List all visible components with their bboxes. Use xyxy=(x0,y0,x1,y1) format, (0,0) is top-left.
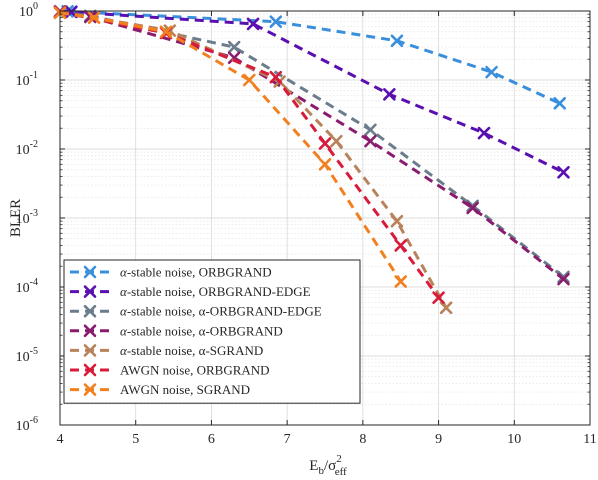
legend-marker xyxy=(83,265,97,279)
data-point-marker xyxy=(330,134,343,148)
legend-marker xyxy=(83,285,97,298)
data-point-marker xyxy=(557,270,570,284)
data-point-marker xyxy=(269,70,283,84)
y-tick-label: 10-1 xyxy=(16,70,38,89)
y-tick-label: 10-4 xyxy=(16,277,38,296)
y-axis-label: BLER xyxy=(8,199,24,237)
legend-label: AWGN noise, ORBGRAND xyxy=(120,363,270,378)
y-tick-label: 10-2 xyxy=(16,139,38,158)
legend: α-stable noise, ORBGRAND α-stable noise, … xyxy=(63,259,361,404)
y-tick-label: 10-6 xyxy=(16,415,38,434)
x-tick-label: 8 xyxy=(359,432,366,447)
data-point-marker xyxy=(557,272,570,286)
y-tick-label: 10-3 xyxy=(16,208,38,227)
legend-marker xyxy=(83,324,97,338)
data-point-marker xyxy=(318,158,332,171)
data-point-marker xyxy=(394,239,408,252)
data-point-marker xyxy=(318,137,332,150)
data-point-marker xyxy=(159,25,173,39)
data-point-marker xyxy=(394,275,408,288)
data-point-marker xyxy=(557,165,570,179)
legend-entry: α-stable noise, α-ORBGRAND-EDGE xyxy=(70,304,322,319)
x-tick-label: 7 xyxy=(284,432,291,447)
legend-entry: α-stable noise, α-ORBGRAND xyxy=(70,323,283,338)
x-tick-label: 11 xyxy=(583,432,596,447)
data-point-marker xyxy=(364,123,377,137)
legend-entry: AWGN noise, ORBGRAND xyxy=(70,363,270,378)
y-tick-label: 100 xyxy=(19,1,38,20)
data-point-marker xyxy=(390,214,404,228)
data-point-marker xyxy=(390,34,404,48)
x-tick-labels: 4 5 6 7 8 9 10 11 xyxy=(57,432,597,447)
data-point-marker xyxy=(432,291,445,304)
legend-label: AWGN noise, SGRAND xyxy=(120,382,250,397)
legend-entry: α-stable noise, ORBGRAND xyxy=(70,265,272,280)
data-point-marker xyxy=(242,73,256,87)
legend-label: α-stable noise, α-ORBGRAND xyxy=(120,323,283,338)
x-tick-label: 10 xyxy=(507,432,521,447)
data-point-marker xyxy=(466,201,479,215)
y-tick-label: 10-5 xyxy=(16,346,38,365)
x-tick-label: 5 xyxy=(132,432,139,447)
data-point-marker xyxy=(553,96,567,110)
legend-label: α-stable noise, α-ORBGRAND-EDGE xyxy=(120,304,322,319)
legend-entry: AWGN noise, SGRAND xyxy=(70,382,250,397)
legend-label: α-stable noise, α-SGRAND xyxy=(120,343,263,358)
legend-label: α-stable noise, ORBGRAND xyxy=(120,265,272,280)
data-point-marker xyxy=(246,17,260,31)
data-point-marker xyxy=(439,301,453,315)
x-tick-label: 4 xyxy=(57,432,64,447)
legend-marker xyxy=(83,344,97,357)
series-line xyxy=(59,9,565,174)
data-point-marker xyxy=(364,134,377,148)
axis-ticks xyxy=(59,10,591,426)
x-tick-label: 6 xyxy=(208,432,215,447)
data-point-marker xyxy=(87,11,101,24)
legend-entry: α-stable noise, α-SGRAND xyxy=(70,343,263,358)
data-point-marker xyxy=(269,15,283,28)
legend-box xyxy=(63,259,361,404)
data-point-marker xyxy=(227,40,241,54)
series-line xyxy=(59,10,565,281)
legend-marker xyxy=(83,363,97,377)
series-4 xyxy=(53,5,570,286)
data-point-marker xyxy=(485,65,498,79)
legend-entry: α-stable noise, ORBGRAND-EDGE xyxy=(70,284,311,299)
y-tick-labels: 100 10-1 10-2 10-3 10-4 10-5 10-6 xyxy=(16,1,38,434)
series-line xyxy=(59,10,565,279)
data-point-marker xyxy=(477,126,491,140)
x-tick-label: 9 xyxy=(435,432,442,447)
series-line xyxy=(59,11,402,283)
x-axis-label: Eb/σ2 eff xyxy=(309,453,347,478)
data-point-marker xyxy=(383,88,396,101)
legend-label: α-stable noise, ORBGRAND-EDGE xyxy=(120,284,311,299)
legend-marker xyxy=(83,383,97,396)
series-line xyxy=(59,10,440,299)
legend-marker xyxy=(83,304,97,318)
